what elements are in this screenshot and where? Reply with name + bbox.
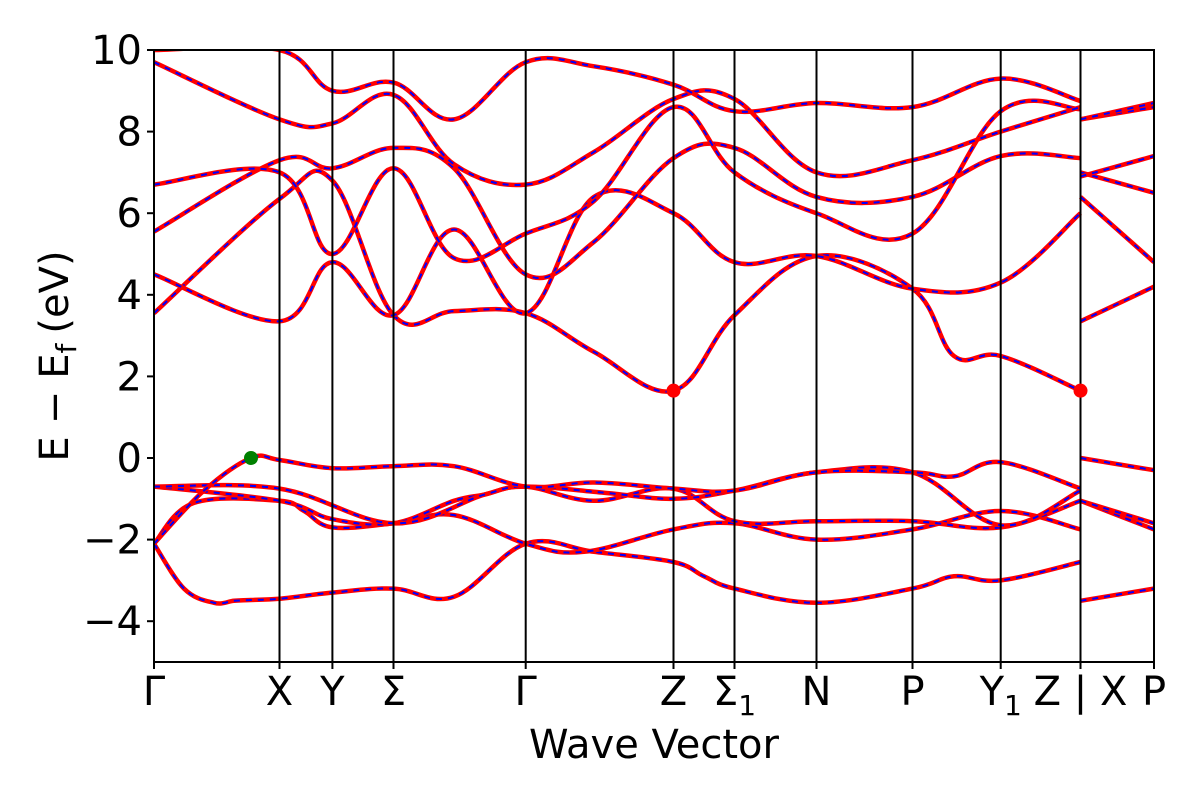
y-axis-title: E − Ef (eV) — [32, 250, 83, 461]
band-17-line — [154, 60, 1082, 188]
bands-layer — [154, 50, 1154, 606]
band-19-line — [154, 50, 1082, 122]
y-axis-title-unit: (eV) — [32, 250, 78, 333]
band-19-dashed-line — [154, 50, 1081, 121]
y-tick-label: 4 — [117, 273, 142, 319]
vbm-marker — [244, 451, 258, 465]
band-13-line — [154, 141, 1081, 281]
band-13-dashed-line — [154, 142, 1081, 280]
x-tick-label: P — [900, 669, 924, 715]
y-axis-title-ef-sub: f — [50, 342, 83, 353]
band-12-dashed-line — [1079, 196, 1154, 263]
x-tick-label: Γ — [515, 669, 538, 715]
y-tick-label: 6 — [117, 191, 142, 237]
band-9-dashed-line — [154, 169, 1081, 393]
x-tick-label: Σ — [381, 669, 406, 715]
y-axis-title-minus: − — [32, 391, 78, 425]
y-tick-label: 10 — [91, 28, 142, 74]
cbm-marker — [666, 383, 681, 398]
band-7-dashed-line — [154, 454, 1081, 545]
band-20-dashed-line — [1080, 102, 1154, 121]
y-axis-title-ef: E — [32, 353, 78, 378]
x-tick-label: Y — [319, 669, 345, 715]
band-16-dashed-line — [1080, 155, 1154, 178]
y-axis-ticks: −4 −2 0 2 4 6 8 10 — [83, 28, 154, 645]
band-8-dashed-line — [1080, 457, 1154, 472]
y-tick-label: −2 — [83, 518, 142, 564]
x-axis-ticks: Γ X Y Σ Γ Z Σ1 N P Y1 Z | X P — [143, 662, 1166, 722]
x-tick-label: Z | X — [1034, 669, 1128, 715]
band-extrema-markers — [244, 383, 1088, 465]
band-1-dashed-line — [1080, 587, 1154, 602]
y-axis-title-e: E — [32, 436, 78, 461]
x-tick-label: Z — [660, 669, 687, 715]
plot-frame — [153, 49, 1155, 663]
y-tick-label: 0 — [117, 436, 142, 482]
y-tick-label: −4 — [83, 599, 142, 645]
x-tick-label: X — [266, 669, 293, 715]
x-tick-label: P — [1142, 669, 1166, 715]
x-tick-label: N — [802, 669, 832, 715]
band-0-dashed-line — [154, 540, 1081, 605]
x-tick-label: Y1 — [979, 669, 1022, 722]
band-15-dashed-line — [154, 99, 1081, 263]
x-tick-label: Σ1 — [713, 669, 756, 722]
band-5-dashed-line — [1080, 499, 1154, 525]
band-10-dashed-line — [1080, 285, 1154, 323]
band-11-dashed-line — [154, 189, 1082, 323]
cbm-marker — [1073, 383, 1088, 398]
x-tick-label: Γ — [143, 669, 166, 715]
band-11-line — [154, 188, 1082, 324]
x-axis-title: Wave Vector — [529, 722, 780, 768]
y-tick-label: 8 — [117, 110, 142, 156]
y-tick-label: 2 — [117, 354, 142, 400]
k-point-lines — [278, 50, 1082, 662]
band-6-dashed-line — [154, 466, 1081, 527]
band-0-line — [154, 538, 1082, 606]
